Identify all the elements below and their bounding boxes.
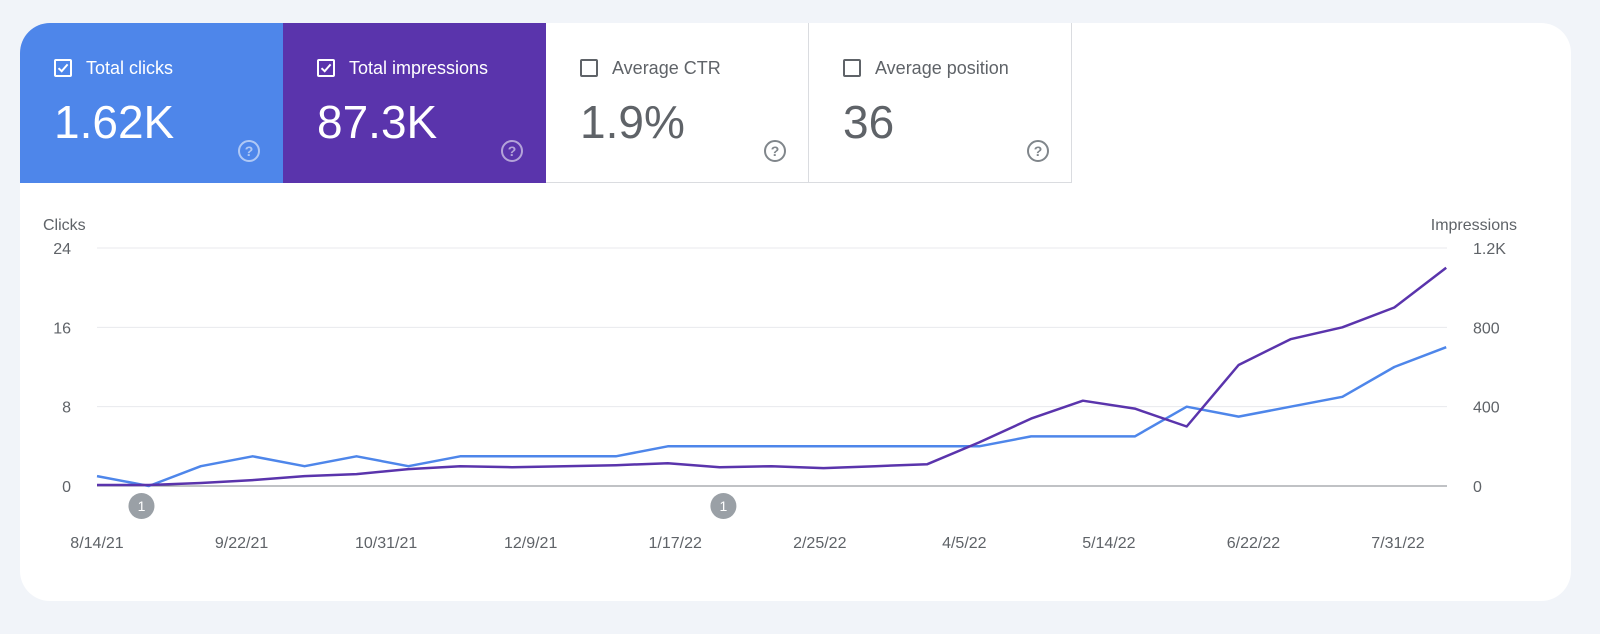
left-tick-label: 16 <box>53 320 71 337</box>
checkbox-checked-icon[interactable] <box>54 59 72 77</box>
help-icon[interactable]: ? <box>1027 140 1049 162</box>
metric-tiles: Total clicks 1.62K ? Total impressions 8… <box>20 23 1072 183</box>
annotation-label: 1 <box>138 498 146 514</box>
x-tick-label: 6/22/22 <box>1227 535 1280 552</box>
x-tick-label: 2/25/22 <box>793 535 846 552</box>
left-tick-label: 8 <box>62 400 71 417</box>
right-axis-title: Impressions <box>1431 217 1517 234</box>
checkbox-unchecked-icon[interactable] <box>580 59 598 77</box>
x-tick-label: 5/14/22 <box>1082 535 1135 552</box>
metric-label: Average position <box>875 58 1009 78</box>
metric-label: Total clicks <box>86 58 174 78</box>
x-tick-label: 1/17/22 <box>649 535 702 552</box>
series-line-total-clicks <box>96 346 1447 488</box>
x-tick-label: 8/14/21 <box>70 535 123 552</box>
help-icon[interactable]: ? <box>501 140 523 162</box>
performance-chart: Clicks Impressions 0 0 8 400 16 800 24 1.2K 8/14/2… <box>43 217 1517 552</box>
metric-label: Total impressions <box>349 58 489 78</box>
annotation-label: 1 <box>720 498 728 514</box>
metric-value: 1.62K <box>54 96 175 148</box>
x-tick-label: 4/5/22 <box>942 535 987 552</box>
right-tick-label: 1.2K <box>1473 241 1506 258</box>
x-tick-label: 12/9/21 <box>504 535 557 552</box>
total-impressions-tile[interactable]: Total impressions 87.3K ? <box>283 23 546 183</box>
average-position-tile[interactable]: Average position 36 ? <box>809 23 1072 183</box>
right-tick-label: 400 <box>1473 400 1500 417</box>
checkbox-unchecked-icon[interactable] <box>843 59 861 77</box>
average-ctr-tile[interactable]: Average CTR 1.9% ? <box>546 23 809 183</box>
right-tick-label: 800 <box>1473 320 1500 337</box>
left-axis-title: Clicks <box>43 217 86 234</box>
help-icon[interactable]: ? <box>764 140 786 162</box>
annotation-marker <box>710 493 737 519</box>
metric-value: 1.9% <box>580 96 685 148</box>
x-tick-label: 7/31/22 <box>1371 535 1424 552</box>
series-line-total-impressions <box>97 266 1447 487</box>
annotation-marker <box>128 493 155 519</box>
performance-card: Total clicks 1.62K ? Total impressions 8… <box>20 23 1571 601</box>
metric-label: Average CTR <box>612 58 721 78</box>
checkbox-checked-icon[interactable] <box>317 59 335 77</box>
left-tick-label: 24 <box>53 241 71 258</box>
total-clicks-tile[interactable]: Total clicks 1.62K ? <box>20 23 283 183</box>
metric-value: 36 <box>843 96 895 148</box>
x-tick-label: 10/31/21 <box>355 535 417 552</box>
right-tick-label: 0 <box>1473 479 1482 496</box>
left-tick-label: 0 <box>62 479 71 496</box>
x-tick-label: 9/22/21 <box>215 535 268 552</box>
metric-value: 87.3K <box>317 96 438 148</box>
help-icon[interactable]: ? <box>238 140 260 162</box>
